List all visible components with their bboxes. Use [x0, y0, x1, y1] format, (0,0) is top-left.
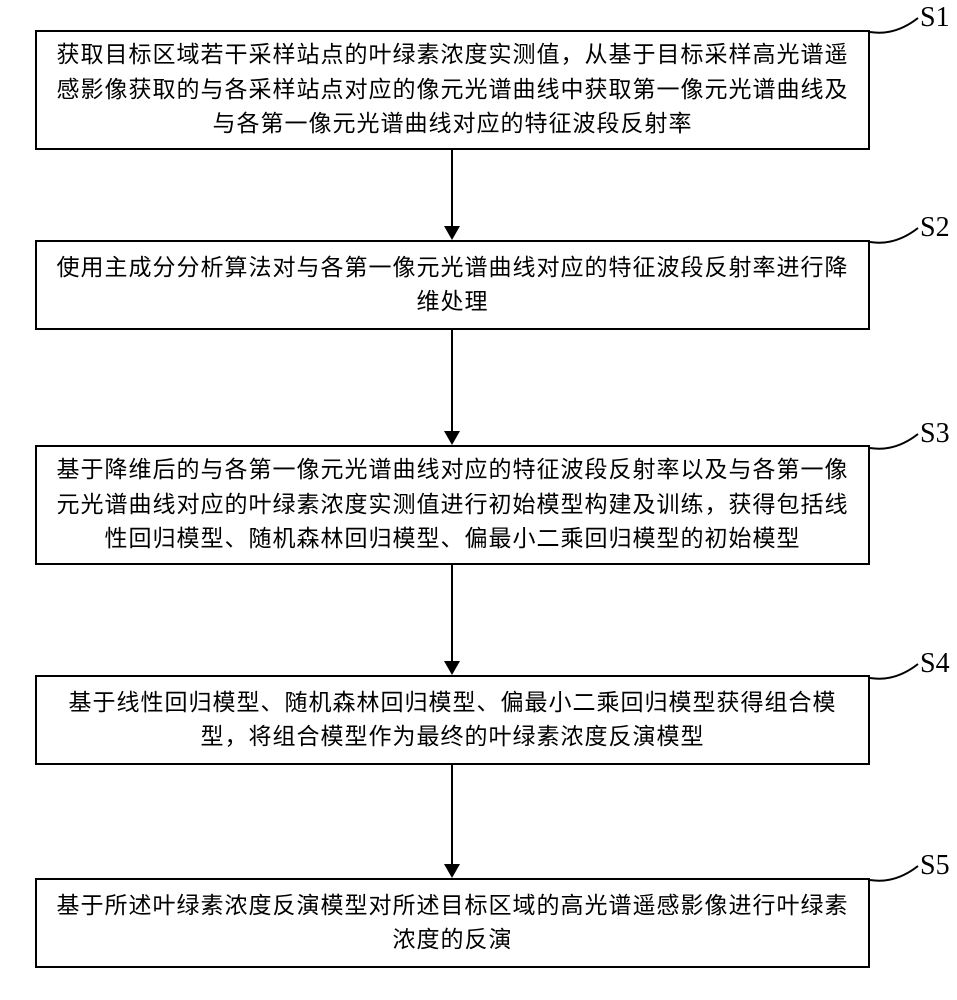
arrowhead-s1-s2 — [444, 226, 460, 240]
arrow-s1-s2 — [451, 150, 453, 228]
step-label-s2: S2 — [920, 212, 950, 244]
step-text-s2: 使用主成分分析算法对与各第一像元光谱曲线对应的特征波段反射率进行降维处理 — [53, 251, 852, 320]
step-label-s5: S5 — [920, 850, 950, 882]
step-label-s3: S3 — [920, 418, 950, 450]
step-box-s3: 基于降维后的与各第一像元光谱曲线对应的特征波段反射率以及与各第一像元光谱曲线对应… — [35, 445, 870, 565]
arrow-s4-s5 — [451, 765, 453, 865]
label-connector-s2 — [870, 224, 920, 248]
step-box-s2: 使用主成分分析算法对与各第一像元光谱曲线对应的特征波段反射率进行降维处理 — [35, 240, 870, 330]
label-connector-s4 — [870, 660, 920, 684]
step-label-s1: S1 — [920, 2, 950, 34]
step-text-s3: 基于降维后的与各第一像元光谱曲线对应的特征波段反射率以及与各第一像元光谱曲线对应… — [53, 453, 852, 557]
flowchart-container: 获取目标区域若干采样站点的叶绿素浓度实测值，从基于目标采样高光谱遥感影像获取的与… — [0, 0, 957, 1000]
arrowhead-s4-s5 — [444, 864, 460, 878]
label-connector-s1 — [870, 14, 920, 38]
step-box-s1: 获取目标区域若干采样站点的叶绿素浓度实测值，从基于目标采样高光谱遥感影像获取的与… — [35, 30, 870, 150]
arrowhead-s3-s4 — [444, 661, 460, 675]
arrow-s3-s4 — [451, 565, 453, 662]
step-text-s5: 基于所述叶绿素浓度反演模型对所述目标区域的高光谱遥感影像进行叶绿素浓度的反演 — [53, 889, 852, 958]
arrow-s2-s3 — [451, 330, 453, 432]
label-connector-s3 — [870, 430, 920, 454]
label-connector-s5 — [870, 862, 920, 886]
step-label-s4: S4 — [920, 648, 950, 680]
step-text-s4: 基于线性回归模型、随机森林回归模型、偏最小二乘回归模型获得组合模型，将组合模型作… — [53, 686, 852, 755]
step-box-s4: 基于线性回归模型、随机森林回归模型、偏最小二乘回归模型获得组合模型，将组合模型作… — [35, 675, 870, 765]
arrowhead-s2-s3 — [444, 431, 460, 445]
step-box-s5: 基于所述叶绿素浓度反演模型对所述目标区域的高光谱遥感影像进行叶绿素浓度的反演 — [35, 878, 870, 968]
step-text-s1: 获取目标区域若干采样站点的叶绿素浓度实测值，从基于目标采样高光谱遥感影像获取的与… — [53, 38, 852, 142]
